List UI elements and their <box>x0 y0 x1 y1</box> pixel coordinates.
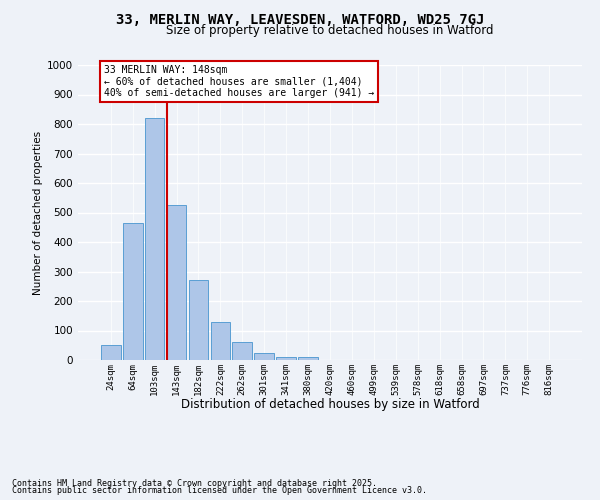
Bar <box>145 118 164 360</box>
Bar <box>254 353 274 360</box>
Bar <box>211 322 230 360</box>
X-axis label: Distribution of detached houses by size in Watford: Distribution of detached houses by size … <box>181 398 479 411</box>
Title: Size of property relative to detached houses in Watford: Size of property relative to detached ho… <box>166 24 494 38</box>
Text: Contains public sector information licensed under the Open Government Licence v3: Contains public sector information licen… <box>12 486 427 495</box>
Bar <box>298 357 318 360</box>
Y-axis label: Number of detached properties: Number of detached properties <box>33 130 43 294</box>
Bar <box>188 280 208 360</box>
Text: 33, MERLIN WAY, LEAVESDEN, WATFORD, WD25 7GJ: 33, MERLIN WAY, LEAVESDEN, WATFORD, WD25… <box>116 12 484 26</box>
Bar <box>167 205 187 360</box>
Text: Contains HM Land Registry data © Crown copyright and database right 2025.: Contains HM Land Registry data © Crown c… <box>12 478 377 488</box>
Bar <box>276 357 296 360</box>
Text: 33 MERLIN WAY: 148sqm
← 60% of detached houses are smaller (1,404)
40% of semi-d: 33 MERLIN WAY: 148sqm ← 60% of detached … <box>104 65 374 98</box>
Bar <box>232 342 252 360</box>
Bar <box>101 345 121 360</box>
Bar <box>123 223 143 360</box>
